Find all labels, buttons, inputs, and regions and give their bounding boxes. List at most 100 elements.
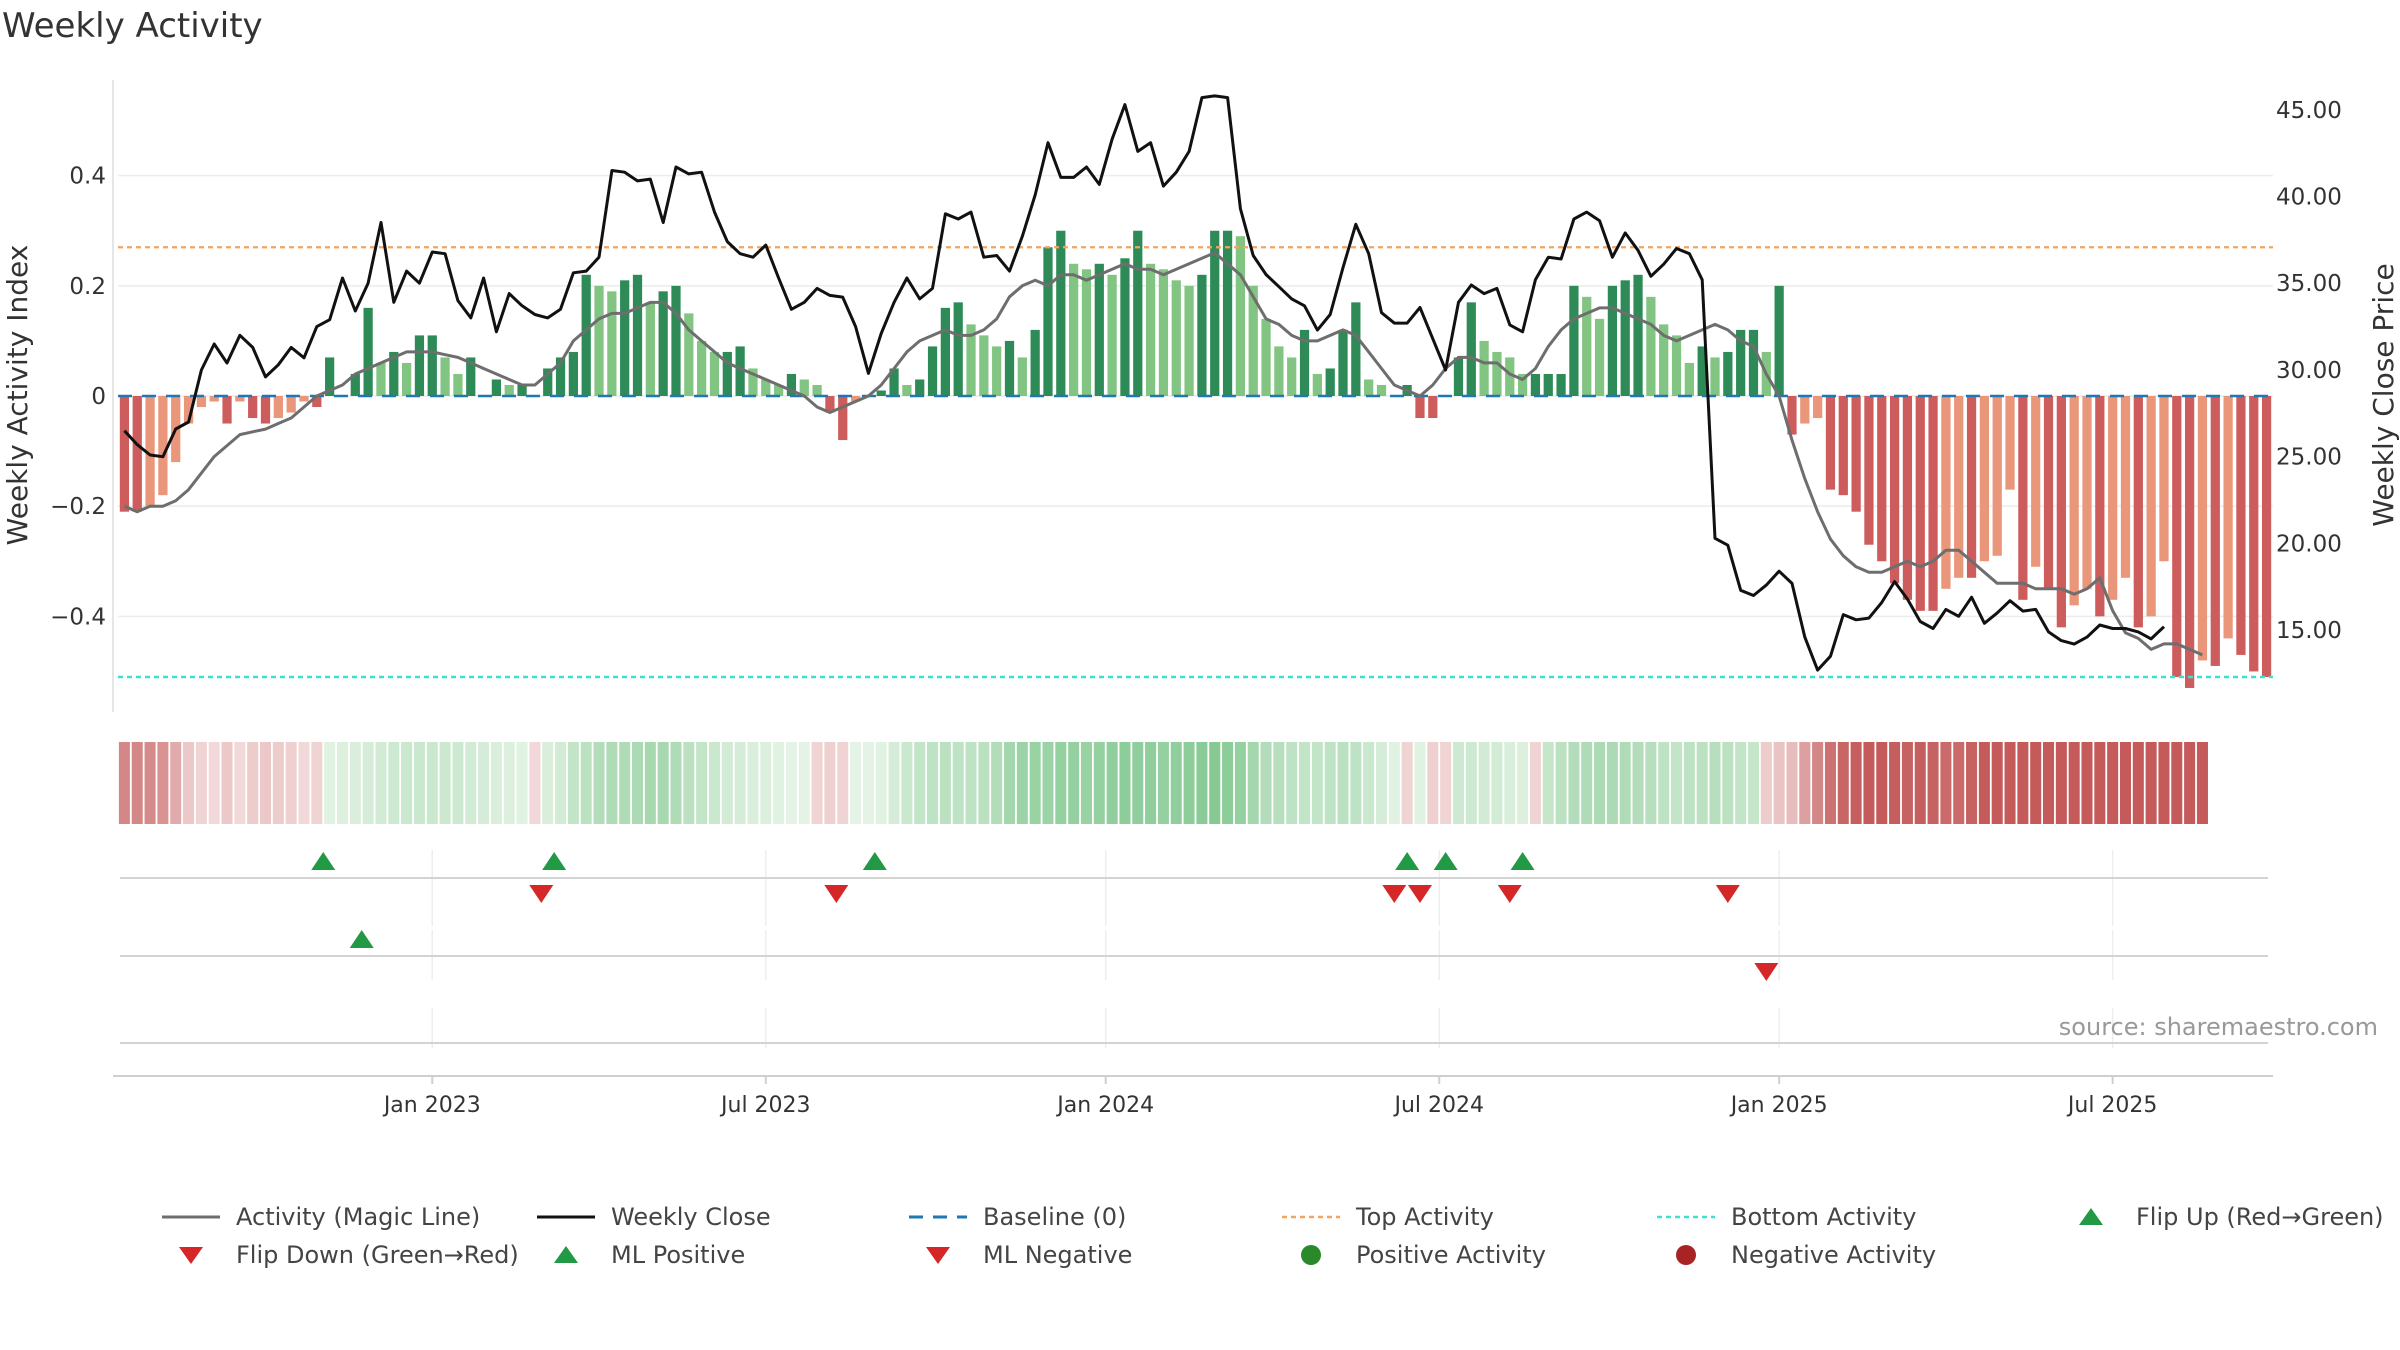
activity-bar (2261, 396, 2272, 677)
heat-strip-cell (1286, 742, 1298, 824)
heat-strip-cell (1901, 742, 1913, 824)
activity-bar (376, 362, 386, 396)
right-tick-label: 40.00 (2276, 184, 2342, 210)
heat-strip-cell (336, 742, 348, 824)
activity-bar (222, 396, 232, 424)
heat-strip-cell (1696, 742, 1708, 824)
activity-bar (312, 396, 322, 408)
legend-item: Flip Down (Green→Red) (160, 1241, 519, 1269)
activity-bar (1184, 285, 1194, 396)
heat-strip-cell (1260, 742, 1272, 824)
legend-label: Flip Up (Red→Green) (2136, 1203, 2384, 1231)
legend-item: Negative Activity (1655, 1241, 1936, 1269)
right-tick-label: 15.00 (2276, 618, 2342, 644)
activity-bar (299, 396, 309, 402)
heat-strip-cell (1517, 742, 1529, 824)
activity-bar (1415, 396, 1425, 419)
heat-strip-cell (1773, 742, 1785, 824)
heat-strip-cell (1157, 742, 1169, 824)
legend-item: Activity (Magic Line) (160, 1203, 480, 1231)
activity-bar (1287, 357, 1297, 396)
activity-bar (1671, 335, 1682, 396)
heat-strip-cell (208, 742, 220, 824)
heat-strip-cell (349, 742, 361, 824)
activity-bar (1081, 269, 1092, 396)
activity-bar (427, 335, 437, 396)
activity-bar (2056, 396, 2066, 628)
heat-strip-cell (1311, 742, 1323, 824)
heat-strip-cell (170, 742, 182, 824)
activity-bar (927, 346, 938, 396)
heat-strip-cell (542, 742, 554, 824)
activity-bar (1825, 396, 1836, 490)
heat-strip-cell (1093, 742, 1105, 824)
heat-strip-cell (683, 742, 695, 824)
heat-strip-cell (2081, 742, 2093, 824)
heat-strip-cell (734, 742, 746, 824)
heat-strip-cell (1594, 742, 1606, 824)
legend-swatch (926, 1247, 950, 1264)
activity-bar (1107, 274, 1117, 396)
activity-bar (825, 396, 835, 413)
legend-swatch (1676, 1245, 1696, 1265)
activity-bar (979, 335, 989, 396)
activity-bar (158, 396, 168, 496)
heat-strip-cell (1978, 742, 1990, 824)
heat-strip-cell (747, 742, 759, 824)
activity-bar (1004, 340, 1015, 396)
activity-bar (2223, 396, 2233, 639)
legend-item: Bottom Activity (1655, 1203, 1916, 1231)
activity-bar (1120, 258, 1130, 396)
flip-down-marker (1497, 885, 1522, 903)
legend-label: Positive Activity (1356, 1241, 1546, 1269)
heat-strip-cell (631, 742, 644, 824)
heat-strip-cell (1196, 742, 1208, 824)
activity-bar (1774, 285, 1784, 396)
weekly-activity-chart: −0.4 −0.2 0 0.2 0.4 15.00 20.00 25.00 30.00 35.00… (1, 80, 2400, 1118)
activity-bar (1787, 396, 1797, 435)
activity-bar (1723, 351, 1733, 396)
heat-strip-cell (2145, 742, 2157, 824)
activity-bar (1351, 302, 1361, 396)
activity-bar (1030, 329, 1040, 396)
heat-strip-cell (1234, 742, 1246, 824)
heat-strip-cell (991, 742, 1003, 824)
activity-bar (2108, 396, 2118, 600)
heat-strip-cell (1542, 742, 1554, 824)
legend-label: Bottom Activity (1731, 1203, 1917, 1231)
activity-bar (992, 346, 1002, 396)
heat-strip-cell (1812, 742, 1824, 824)
activity-bar (761, 379, 771, 396)
legend-label: Weekly Close (611, 1203, 771, 1231)
heat-strip (118, 742, 2208, 824)
heat-strip-cell (939, 742, 951, 824)
heat-strip-cell (2094, 742, 2106, 824)
ml-negative-marker (1754, 963, 1779, 981)
activity-bar (414, 335, 425, 396)
activity-bar (491, 379, 502, 396)
left-tick-label: −0.4 (50, 604, 106, 630)
activity-bar (440, 357, 450, 396)
activity-bar (235, 396, 245, 402)
activity-bar (966, 324, 976, 396)
heat-strip-cell (324, 742, 336, 824)
activity-bar (2172, 396, 2182, 677)
heat-strip-cell (1055, 742, 1067, 824)
flip-up-marker (1510, 852, 1535, 870)
activity-bar (209, 396, 219, 402)
heat-strip-cell (1876, 742, 1888, 824)
flip-up-marker (542, 852, 567, 870)
heat-strip-cell (413, 742, 425, 824)
heat-strip-cell (118, 742, 130, 824)
heat-strip-cell (914, 742, 926, 824)
flip-up-marker (311, 852, 336, 870)
activity-bar (940, 307, 950, 396)
heat-strip-cell (452, 742, 464, 824)
legend-item: Flip Up (Red→Green) (2060, 1203, 2384, 1231)
heat-strip-cell (1914, 742, 1926, 824)
heat-strip-cell (1170, 742, 1182, 824)
activity-bar (363, 307, 373, 396)
activity-bar (799, 379, 809, 396)
heat-strip-cell (157, 742, 169, 824)
legend-label: Activity (Magic Line) (236, 1203, 481, 1231)
